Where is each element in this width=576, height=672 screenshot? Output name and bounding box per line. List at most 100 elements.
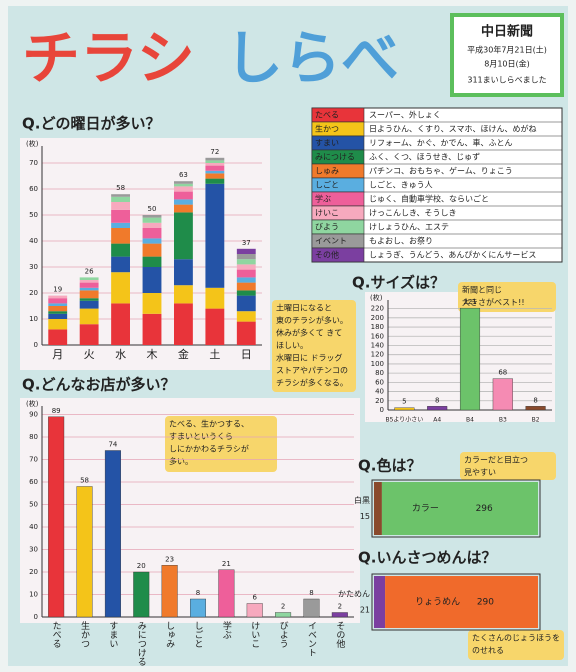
legend-desc: じゅく、自動車学校、ならいごと <box>369 194 489 204</box>
bar-segment <box>205 165 225 171</box>
value-label: 21 <box>360 606 370 615</box>
note-text: 新聞と同じ <box>462 285 502 295</box>
bar-segment <box>142 256 162 267</box>
x-tick-label: 火 <box>84 348 95 361</box>
legend-name: その他 <box>315 250 339 260</box>
bar-frame <box>371 573 541 631</box>
note-text: 土曜日になると <box>276 303 332 313</box>
bar-segment <box>142 293 162 314</box>
y-tick-label: 180 <box>371 323 384 331</box>
legend-name: イベント <box>315 237 347 246</box>
note-box <box>460 452 556 480</box>
bar-segment <box>111 194 130 197</box>
note-text: 多い。 <box>169 456 193 466</box>
bar-frame <box>371 479 541 538</box>
chart-title: Q.どんなお店が多い？ <box>22 376 175 394</box>
bar-segment <box>111 256 130 273</box>
bar-segment <box>79 308 99 325</box>
bar-segment <box>79 290 99 299</box>
chart-title: Q.色は？ <box>358 457 421 475</box>
total-label: 63 <box>179 171 188 179</box>
bar <box>427 406 448 411</box>
y-tick-label: 20 <box>375 397 384 405</box>
bar-segment <box>79 298 99 301</box>
newspaper-box <box>450 13 564 97</box>
bar-segment <box>236 295 256 312</box>
bar-segment <box>142 238 162 244</box>
value-label: 290 <box>477 598 494 608</box>
legend-desc: スーパー、外しょく <box>369 110 441 120</box>
value-label: 20 <box>137 562 146 570</box>
bar-segment <box>174 191 193 200</box>
y-tick-label: 70 <box>29 159 38 167</box>
bar-segment <box>142 217 162 223</box>
y-axis-label: (枚) <box>26 139 39 148</box>
note-box <box>458 282 556 312</box>
chart-title: Q.いんさつめんは？ <box>358 549 496 567</box>
note-text: のせれる <box>472 646 504 655</box>
bar <box>161 565 178 618</box>
y-tick-label: 10 <box>29 315 38 323</box>
bar-segment <box>142 222 162 228</box>
x-tick-label: 生かつ <box>79 620 90 648</box>
x-tick-label: みにつける <box>136 621 147 666</box>
value-label: 221 <box>463 298 476 306</box>
bar-segment <box>174 285 193 304</box>
value-label: 8 <box>309 589 313 597</box>
x-tick-label: しゅみ <box>164 621 175 648</box>
y-tick-label: 160 <box>371 332 384 340</box>
legend-name: しゅみ <box>315 167 339 176</box>
y-tick-label: 60 <box>375 378 384 386</box>
bar-segment <box>205 170 225 174</box>
bar-segment <box>174 181 193 184</box>
x-tick-label: しごと <box>193 621 203 648</box>
bar-segment <box>48 298 68 304</box>
bar-segment <box>142 215 162 218</box>
segment-name: 白黒 <box>354 495 370 505</box>
total-label: 72 <box>210 148 219 156</box>
bar-segment <box>205 183 225 288</box>
segment-name: かためん <box>338 590 370 599</box>
y-tick-label: 70 <box>29 456 38 464</box>
value-label: 8 <box>196 589 200 597</box>
value-label: 5 <box>402 398 406 406</box>
value-label: 6 <box>252 594 257 602</box>
bar-segment <box>111 222 130 228</box>
bar-segment <box>174 303 193 345</box>
bar-segment <box>236 264 256 270</box>
x-tick-label: 木 <box>147 348 158 361</box>
segment-name: カラー <box>412 503 439 514</box>
y-axis-label: (枚) <box>26 399 39 408</box>
bar-segment <box>205 173 225 179</box>
y-tick-label: 10 <box>29 591 38 599</box>
legend-desc: しごと、きゅう人 <box>369 180 433 190</box>
y-tick-label: 30 <box>29 546 38 554</box>
x-tick-label: A4 <box>433 417 441 424</box>
bar-segment <box>385 576 538 628</box>
bar-segment <box>374 576 386 628</box>
legend-desc: もよおし、お祭り <box>369 236 433 246</box>
bar-segment <box>236 321 256 345</box>
bar-segment <box>236 248 256 254</box>
value-label: 21 <box>222 560 231 568</box>
note-text: すまいというくら <box>169 432 233 441</box>
bar-segment <box>205 160 225 163</box>
y-tick-label: 60 <box>29 478 38 486</box>
note-text: チラシが多くなる。 <box>276 378 348 388</box>
y-tick-label: 120 <box>371 351 384 359</box>
bar-segment <box>111 228 130 244</box>
x-tick-label: B4 <box>466 417 474 424</box>
x-tick-label: 金 <box>178 347 189 361</box>
value-label: 15 <box>360 512 370 521</box>
bar-segment <box>48 319 68 330</box>
x-tick-label: 日 <box>241 348 252 361</box>
value-label: 296 <box>476 504 493 514</box>
legend-name: びよう <box>315 223 339 232</box>
y-tick-label: 40 <box>29 237 38 245</box>
y-tick-label: 30 <box>29 263 38 271</box>
y-tick-label: 0 <box>34 341 38 349</box>
bar-segment <box>142 228 162 239</box>
note-box <box>165 416 277 472</box>
legend-desc: パチンコ、おもちゃ、ゲーム、りょこう <box>369 166 513 176</box>
y-tick-label: 140 <box>371 341 384 349</box>
